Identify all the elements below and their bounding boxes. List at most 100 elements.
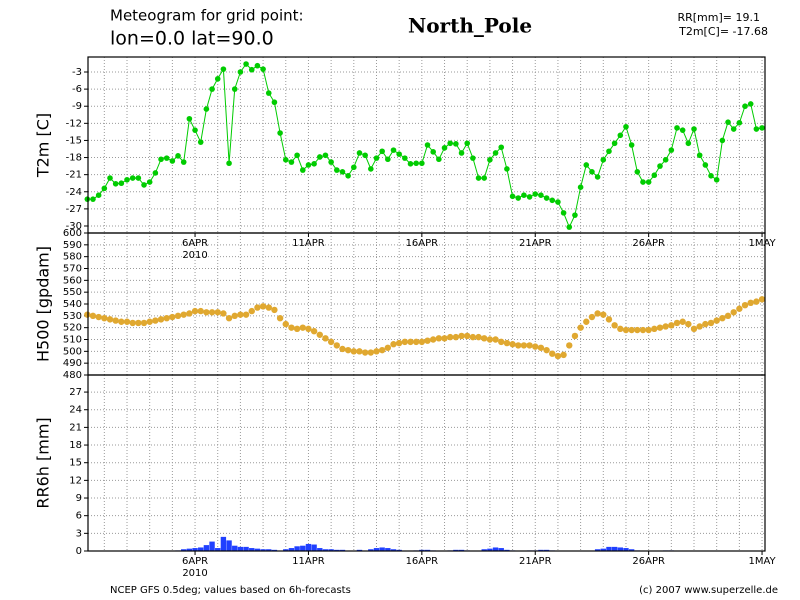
data-point <box>696 323 703 330</box>
y-tick-label: 550 <box>63 287 82 298</box>
data-point <box>656 324 664 331</box>
data-point <box>566 342 573 349</box>
data-point <box>157 316 165 323</box>
data-point <box>169 158 176 164</box>
bar <box>260 549 266 551</box>
y-tick-label: 510 <box>63 335 82 346</box>
data-point <box>470 155 476 161</box>
data-point <box>549 350 556 357</box>
data-point <box>265 90 272 96</box>
data-point <box>242 311 250 318</box>
data-point <box>101 315 108 322</box>
data-point <box>186 310 193 317</box>
data-point <box>107 175 113 181</box>
bar <box>288 548 295 551</box>
data-point <box>730 126 737 132</box>
data-point <box>260 66 266 72</box>
data-point <box>532 191 539 197</box>
bar <box>487 548 493 551</box>
bar <box>617 547 623 551</box>
data-point <box>685 140 692 147</box>
data-point <box>385 156 391 163</box>
data-point <box>498 144 505 151</box>
data-point <box>135 319 142 327</box>
data-point <box>390 147 397 153</box>
data-point <box>123 318 131 325</box>
bar <box>220 536 227 551</box>
y-tick-label: 27 <box>69 387 82 398</box>
data-point <box>713 317 720 324</box>
data-point <box>690 325 698 333</box>
data-point <box>571 332 579 340</box>
data-point <box>328 159 334 165</box>
data-point <box>651 172 658 179</box>
data-point <box>526 342 533 349</box>
data-point <box>679 127 686 133</box>
data-point <box>441 145 448 151</box>
data-point <box>220 66 227 72</box>
bar <box>611 546 618 551</box>
data-point <box>152 317 159 324</box>
data-point <box>169 313 176 321</box>
y-tick-label: 9 <box>76 493 82 504</box>
data-point <box>435 335 443 342</box>
data-point <box>526 194 533 200</box>
data-point <box>696 152 703 159</box>
bar <box>209 541 215 551</box>
data-point <box>412 338 420 346</box>
x-tick-label: 11APR <box>292 238 325 249</box>
data-point <box>84 196 91 202</box>
subtitle-line: lon=0.0 lat=90.0 <box>110 28 274 50</box>
data-point <box>645 326 652 334</box>
data-point <box>396 151 402 157</box>
data-point <box>674 125 680 131</box>
data-point <box>322 152 329 159</box>
data-point <box>560 351 567 359</box>
data-point <box>254 304 261 311</box>
data-point <box>293 325 301 333</box>
x-tick-label: 26APR <box>632 556 665 567</box>
y-tick-label: -15 <box>66 135 82 146</box>
data-point <box>378 346 386 354</box>
subtitle-line: Meteogram for grid point: <box>110 7 304 25</box>
bar <box>600 548 606 551</box>
data-point <box>373 348 380 355</box>
data-point <box>537 344 545 351</box>
data-point <box>657 163 663 169</box>
data-point <box>452 333 460 341</box>
bar <box>481 549 487 551</box>
data-point <box>515 195 522 201</box>
data-point <box>350 348 358 355</box>
data-point <box>719 315 726 322</box>
data-point <box>271 99 278 106</box>
data-point <box>605 316 613 323</box>
data-point <box>572 212 578 218</box>
bar <box>311 544 317 551</box>
y-tick-label: -12 <box>66 118 82 129</box>
data-point <box>339 169 346 175</box>
data-point <box>225 315 233 322</box>
data-point <box>759 125 765 131</box>
data-point <box>418 338 426 346</box>
data-point <box>356 150 363 156</box>
bar <box>226 540 232 551</box>
data-point <box>521 192 527 198</box>
data-point <box>237 311 244 318</box>
x-tick-label: 16APR <box>406 556 439 567</box>
data-point <box>725 119 731 125</box>
bar <box>249 548 255 551</box>
data-point <box>226 160 232 167</box>
data-point <box>611 140 618 147</box>
data-point <box>214 309 221 316</box>
x-tick-label: 11APR <box>292 556 325 567</box>
data-point <box>430 149 436 155</box>
bar <box>294 546 300 551</box>
y-tick-label: 12 <box>69 475 82 486</box>
data-point <box>288 324 295 331</box>
data-point <box>498 338 505 346</box>
data-point <box>736 305 743 312</box>
data-point <box>243 61 249 67</box>
data-point <box>282 320 289 328</box>
data-point <box>503 339 511 347</box>
y-tick-label: 530 <box>63 311 82 322</box>
